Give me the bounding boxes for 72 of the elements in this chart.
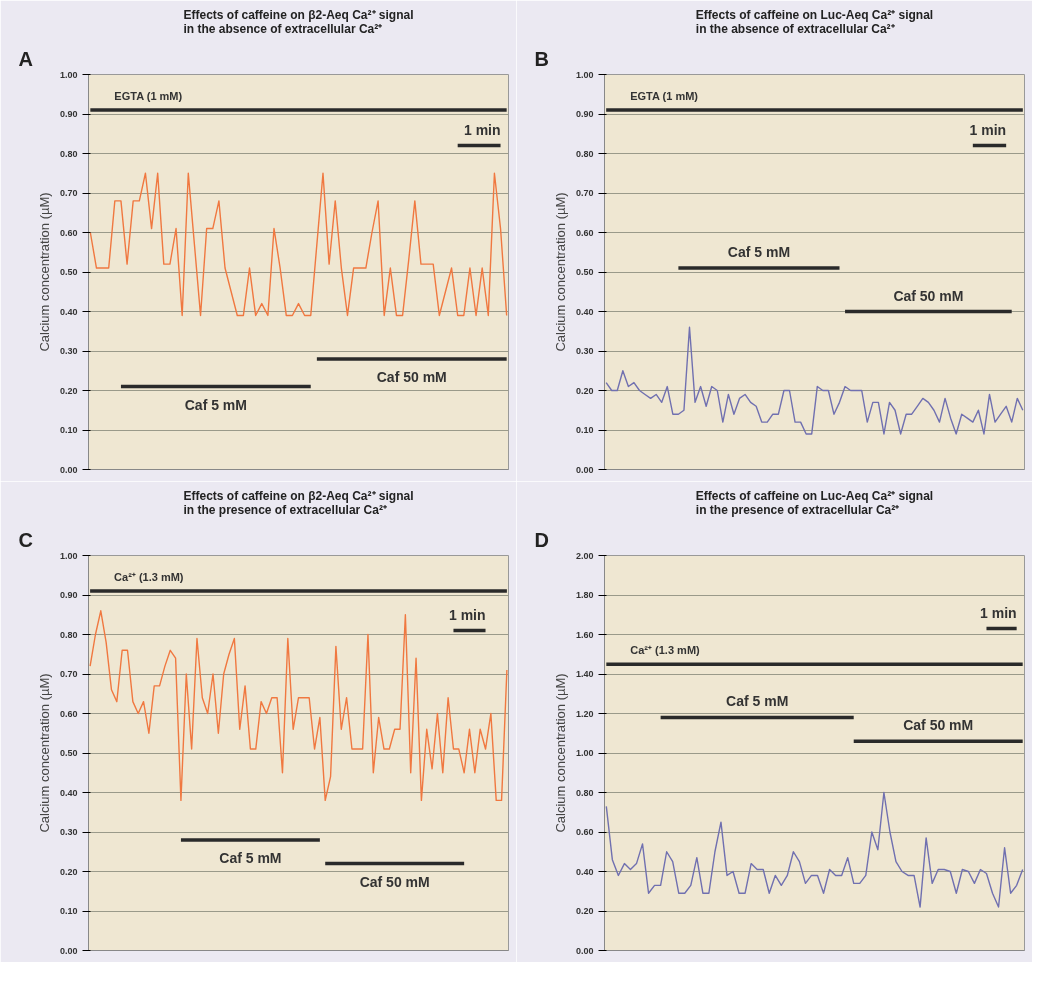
y-tick-label: 0.60	[575, 227, 594, 238]
y-tick-label: 0.00	[59, 945, 78, 956]
y-tick-label: 1.00	[575, 748, 594, 758]
y-tick-label: 0.20	[59, 385, 78, 396]
y-tick-label: 1.00	[59, 69, 78, 80]
y-axis-title: Calcium concentration (µM)	[36, 673, 52, 833]
y-tick-label: 0.20	[59, 866, 78, 877]
series-label: Ca²⁺ (1.3 mM)	[630, 644, 701, 657]
chart-title: Effects of caffeine on β2-Aeq Ca²⁺ signal in the absence of extracellular Ca²⁺	[183, 7, 414, 36]
y-tick-label: 0.70	[59, 188, 78, 198]
y-tick-label: 0.70	[59, 669, 78, 679]
chart-title: Effects of caffeine on Luc-Aeq Ca²⁺ signal in the presence of extracellular Ca²⁺	[695, 488, 934, 517]
y-tick-label: 0.80	[59, 629, 78, 640]
y-axis-title: Calcium concentration (µM)	[552, 192, 568, 352]
y-tick-label: 0.40	[575, 866, 594, 877]
y-tick-label: 0.50	[575, 267, 594, 277]
series-label: Caf 50 mM	[903, 717, 974, 734]
chart-title: Effects of caffeine on Luc-Aeq Ca²⁺ signal in the absence of extracellular Ca²⁺	[695, 7, 934, 36]
series-label: Caf 5 mM	[184, 396, 247, 413]
y-tick-label: 0.80	[575, 148, 594, 159]
y-tick-label: 1.80	[575, 590, 594, 600]
y-axis-title: Calcium concentration (µM)	[36, 192, 52, 352]
series-label: 1 min	[448, 606, 486, 623]
y-tick-label: 0.10	[59, 425, 78, 435]
y-tick-label: 0.00	[59, 464, 78, 475]
y-tick-label: 0.60	[59, 708, 78, 719]
y-tick-label: 0.00	[575, 464, 594, 475]
y-tick-label: 0.50	[59, 748, 78, 758]
y-tick-label: 0.60	[59, 227, 78, 238]
y-tick-label: 0.80	[575, 787, 594, 798]
series-label: 1 min	[463, 121, 501, 138]
y-tick-label: 0.50	[59, 267, 78, 277]
y-tick-label: 0.10	[575, 425, 594, 435]
y-tick-label: 1.00	[59, 550, 78, 561]
y-tick-label: 0.90	[59, 109, 78, 119]
text: B	[534, 47, 549, 70]
y-tick-label: 0.20	[575, 385, 594, 396]
y-tick-label: 2.00	[575, 550, 594, 561]
series-label: 1 min	[969, 121, 1007, 138]
series-label: 1 min	[980, 604, 1017, 621]
y-tick-label: 0.40	[59, 787, 78, 798]
text: D	[534, 528, 549, 551]
y-tick-label: 0.90	[575, 109, 594, 119]
series-label: Caf 50 mM	[376, 368, 447, 385]
series-label: Caf 5 mM	[727, 244, 791, 261]
y-tick-label: 0.60	[575, 827, 594, 837]
y-tick-label: 0.00	[575, 945, 594, 956]
y-tick-label: 0.70	[575, 188, 594, 198]
y-tick-label: 1.20	[575, 708, 594, 719]
series-label: EGTA (1 mM)	[630, 90, 699, 103]
chart-title: Effects of caffeine on β2-Aeq Ca²⁺ signal in the presence of extracellular Ca²⁺	[183, 488, 414, 517]
y-tick-label: 0.20	[575, 906, 594, 916]
y-tick-label: 0.30	[59, 827, 78, 837]
y-tick-label: 0.30	[59, 346, 78, 356]
y-tick-label: 1.40	[575, 669, 594, 679]
series-label: Caf 50 mM	[893, 287, 964, 304]
y-tick-label: 0.40	[575, 306, 594, 317]
series-label: Caf 5 mM	[219, 849, 282, 866]
series-label: Caf 5 mM	[726, 693, 789, 710]
y-tick-label: 0.90	[59, 590, 78, 600]
y-tick-label: 0.80	[59, 148, 78, 159]
y-tick-label: 0.40	[59, 306, 78, 317]
y-tick-label: 0.10	[59, 906, 78, 916]
series-label: EGTA (1 mM)	[114, 90, 183, 103]
text: C	[18, 528, 33, 551]
series-label: Caf 50 mM	[359, 873, 430, 890]
y-axis-title: Calcium concentration (µM)	[552, 673, 568, 833]
series-label: Ca²⁺ (1.3 mM)	[114, 571, 184, 584]
text: A	[18, 47, 33, 70]
y-tick-label: 0.30	[575, 346, 594, 356]
y-tick-label: 1.60	[575, 629, 594, 640]
y-tick-label: 1.00	[575, 69, 594, 80]
